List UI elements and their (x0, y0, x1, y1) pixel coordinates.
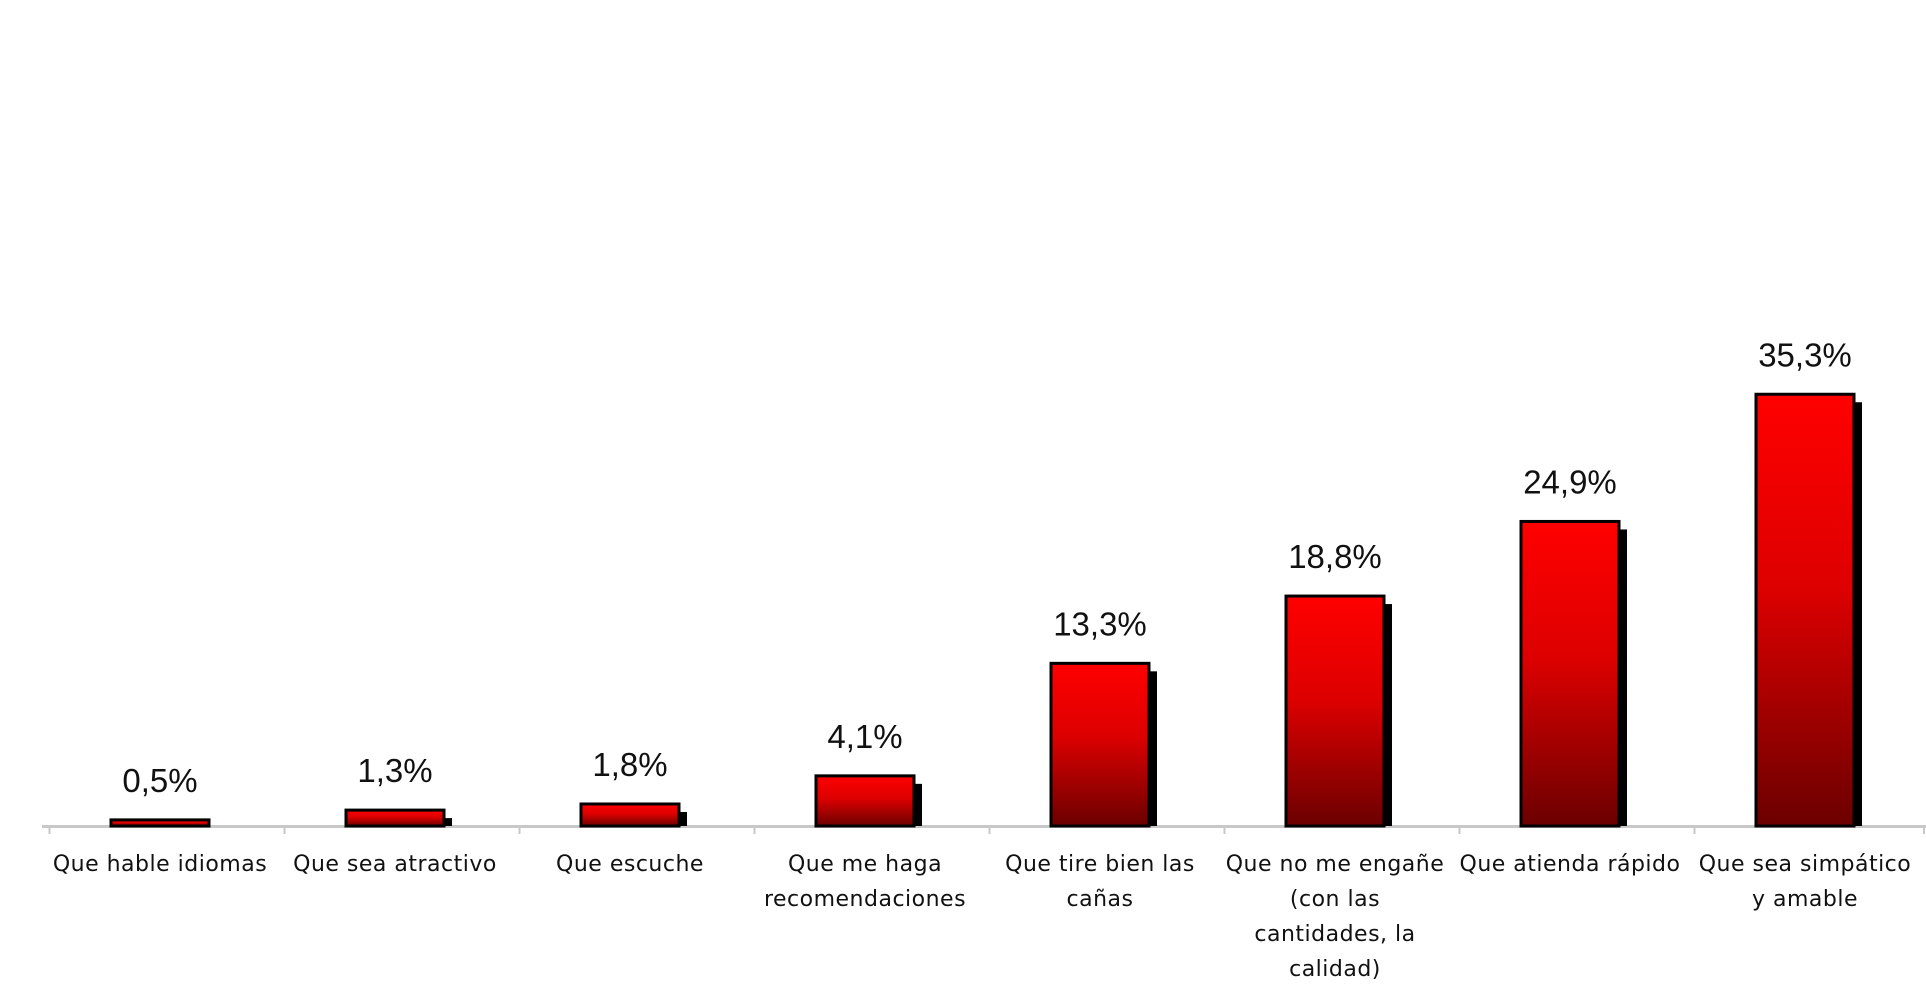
category-label-8: Que sea simpático y amable (1699, 852, 1912, 912)
category-label-line: Que sea atractivo (293, 852, 497, 877)
data-label-7: 24,9% (1523, 463, 1617, 500)
data-label-1: 0,5% (122, 762, 197, 799)
category-label-line: Que me haga (788, 852, 942, 877)
category-labels-group: Que hable idiomas Que sea atractivo Que es… (53, 852, 1911, 982)
category-label-line: calidad) (1289, 957, 1381, 982)
bar-rect (344, 808, 446, 828)
bar-4 (814, 774, 922, 828)
category-label-line: Que tire bien las (1005, 852, 1195, 877)
bar-2 (344, 808, 452, 828)
bar-7 (1519, 519, 1627, 828)
category-label-line: cantidades, la (1254, 922, 1415, 947)
bar-6 (1284, 594, 1392, 828)
bars-group (109, 392, 1862, 828)
category-label-7: Que atienda rápido (1460, 852, 1681, 877)
bar-1 (109, 818, 211, 828)
bar-rect (1519, 519, 1621, 828)
bar-rect (1049, 661, 1151, 828)
bar-3 (579, 802, 687, 828)
category-label-line: cañas (1067, 887, 1134, 912)
category-label-2: Que sea atractivo (293, 852, 497, 877)
category-label-1: Que hable idiomas (53, 852, 267, 877)
bar-5 (1049, 661, 1157, 828)
bar-8 (1754, 392, 1862, 828)
bar-rect (814, 774, 916, 828)
data-label-2: 1,3% (357, 752, 432, 789)
category-label-line: Que atienda rápido (1460, 852, 1681, 877)
category-label-line: y amable (1752, 887, 1858, 912)
data-label-4: 4,1% (827, 718, 902, 755)
category-label-3: Que escuche (556, 852, 704, 877)
value-labels-group: 0,5% 1,3% 1,8% 4,1% 13,3% 18,8% 24,9% 35,3% (122, 336, 1851, 799)
category-label-line: recomendaciones (764, 887, 966, 912)
category-label-line: Que no me engañe (1226, 852, 1445, 877)
data-label-6: 18,8% (1288, 538, 1382, 575)
category-label-line: (con las (1290, 887, 1380, 912)
bar-rect (109, 818, 211, 828)
category-label-line: Que escuche (556, 852, 704, 877)
category-label-line: Que sea simpático (1699, 852, 1912, 877)
bar-rect (579, 802, 681, 828)
x-axis (42, 825, 1926, 834)
data-label-5: 13,3% (1053, 605, 1147, 642)
category-label-line: Que hable idiomas (53, 852, 267, 877)
category-label-4: Que me haga recomendaciones (764, 852, 966, 912)
bar-rect (1754, 392, 1856, 828)
category-label-5: Que tire bien las cañas (1005, 852, 1195, 912)
category-label-6: Que no me engañe (con las cantidades, la ca… (1226, 852, 1445, 982)
data-label-3: 1,8% (592, 746, 667, 783)
data-label-8: 35,3% (1758, 336, 1852, 373)
bar-rect (1284, 594, 1386, 828)
